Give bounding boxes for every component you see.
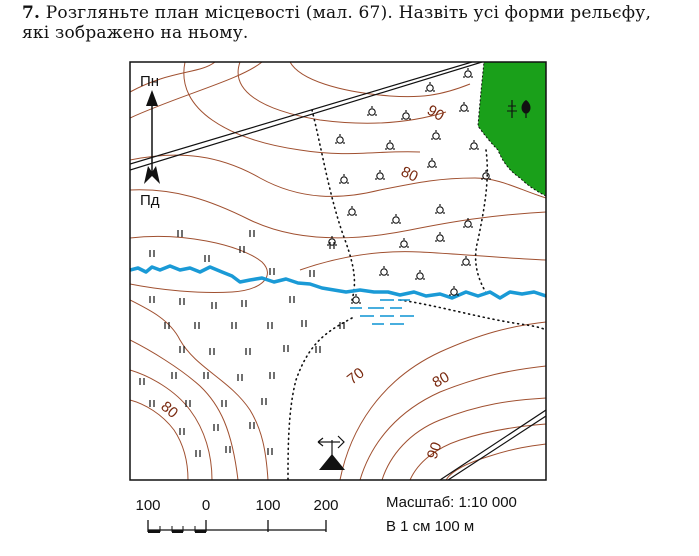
- meadow-symbol: [213, 424, 219, 431]
- road: [130, 62, 546, 480]
- bush-symbol: [425, 82, 435, 92]
- meadow-symbol: [267, 448, 273, 455]
- meadow-symbol: [283, 345, 289, 352]
- swamp: [350, 299, 414, 325]
- meadow-symbol: [267, 322, 273, 329]
- map-frame: [129, 61, 547, 481]
- scale-tick-label: 100: [255, 497, 280, 514]
- meadow-symbol: [164, 322, 170, 329]
- bush-symbol: [415, 270, 425, 280]
- bush-symbol: [327, 236, 337, 246]
- meadow-symbol: [245, 348, 251, 355]
- north-label: Пн: [140, 73, 159, 90]
- meadow-symbol: [329, 242, 335, 249]
- bush-symbol: [367, 106, 377, 116]
- meadow-symbol: [149, 400, 155, 407]
- meadow-symbol: [171, 372, 177, 379]
- meadow-symbol: [221, 400, 227, 407]
- contour-label: 90: [424, 440, 446, 461]
- meadow-symbol: [204, 255, 210, 262]
- bush-symbol: [435, 204, 445, 214]
- meadow-symbol: [241, 300, 247, 307]
- bush-symbol: [347, 206, 357, 216]
- meadow-symbol: [249, 422, 255, 429]
- scale-bar: 100 0 100 200: [135, 497, 339, 533]
- meadow-symbol: [249, 230, 255, 237]
- bush-symbol: [375, 170, 385, 180]
- bush-symbol: [449, 286, 459, 296]
- meadow-symbol: [339, 322, 345, 329]
- bush-symbol: [461, 256, 471, 266]
- meadow-symbol: [177, 230, 183, 237]
- bush-symbol: [385, 140, 395, 150]
- meadow-symbol: [211, 302, 217, 309]
- bush-symbol: [351, 294, 361, 304]
- meadow-symbol: [203, 372, 209, 379]
- meadow-symbol: [185, 400, 191, 407]
- meadow-symbol: [209, 348, 215, 355]
- scale-tick-label: 200: [313, 497, 338, 514]
- bush-symbol: [379, 266, 389, 276]
- contour-label: 80: [157, 398, 181, 422]
- meadow-symbol: [261, 398, 267, 405]
- contour-label: 90: [424, 102, 447, 125]
- meadow-symbol: [269, 372, 275, 379]
- question-text: 7. Розгляньте план місцевості (мал. 67).…: [22, 3, 682, 43]
- forest-area: [477, 62, 546, 197]
- meadow-symbol: [149, 250, 155, 257]
- bush-symbols: [327, 68, 491, 304]
- bush-symbol: [391, 214, 401, 224]
- bush-symbol: [401, 110, 411, 120]
- bush-symbol: [435, 232, 445, 242]
- question-body: Розгляньте план місцевості (мал. 67). На…: [22, 3, 652, 43]
- wind-station-icon: [317, 435, 345, 470]
- dotted-boundary: [287, 109, 546, 480]
- bush-symbol: [431, 130, 441, 140]
- bush-symbol: [463, 68, 473, 78]
- meadow-symbol: [315, 346, 321, 353]
- bush-symbol: [427, 158, 437, 168]
- meadow-symbol: [309, 270, 315, 277]
- bush-symbol: [399, 238, 409, 248]
- meadow-symbol: [289, 296, 295, 303]
- contour-label-group: 90 80 70 80 80 90: [157, 102, 452, 462]
- scale-named-text: В 1 см 100 м: [386, 518, 475, 535]
- meadow-symbol: [194, 322, 200, 329]
- meadow-symbol: [149, 296, 155, 303]
- bush-symbol: [469, 140, 479, 150]
- contour-label: 70: [344, 364, 368, 388]
- meadow-symbol: [179, 428, 185, 435]
- meadow-symbol: [231, 322, 237, 329]
- bush-symbol: [459, 102, 469, 112]
- meadow-symbols: [139, 230, 345, 457]
- north-arrow: Пн Пд: [140, 73, 160, 209]
- meadow-symbol: [179, 346, 185, 353]
- meadow-symbol: [179, 298, 185, 305]
- forest-icon: [507, 100, 531, 118]
- meadow-symbol: [195, 450, 201, 457]
- question-number: 7.: [22, 3, 41, 23]
- meadow-symbol: [301, 320, 307, 327]
- scale-ratio-text: Масштаб: 1:10 000: [386, 494, 517, 511]
- meadow-symbol: [269, 268, 275, 275]
- bush-symbol: [463, 218, 473, 228]
- scale-tick-label: 0: [202, 497, 210, 514]
- contour-label: 80: [430, 368, 453, 391]
- contour-label: 80: [398, 163, 420, 185]
- scale-tick-label: 100: [135, 497, 160, 514]
- meadow-symbol: [237, 374, 243, 381]
- river: [130, 264, 546, 300]
- bush-symbol: [335, 134, 345, 144]
- meadow-symbol: [239, 246, 245, 253]
- bush-symbol: [339, 174, 349, 184]
- bush-symbol: [481, 170, 491, 180]
- south-label: Пд: [140, 192, 160, 209]
- meadow-symbol: [225, 446, 231, 453]
- meadow-symbol: [139, 378, 145, 385]
